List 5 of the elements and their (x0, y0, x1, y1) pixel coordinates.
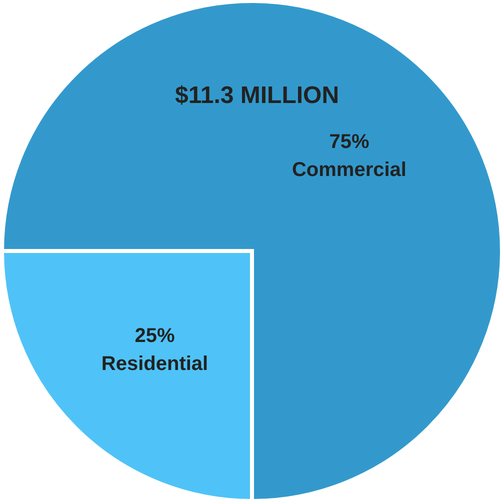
text: $11.3 MILLION (174, 82, 340, 110)
data-label: 75% (329, 130, 370, 153)
slice-label: Commercial (292, 158, 406, 181)
slice-label: Residential (101, 353, 208, 376)
data-label: 25% (134, 325, 176, 348)
